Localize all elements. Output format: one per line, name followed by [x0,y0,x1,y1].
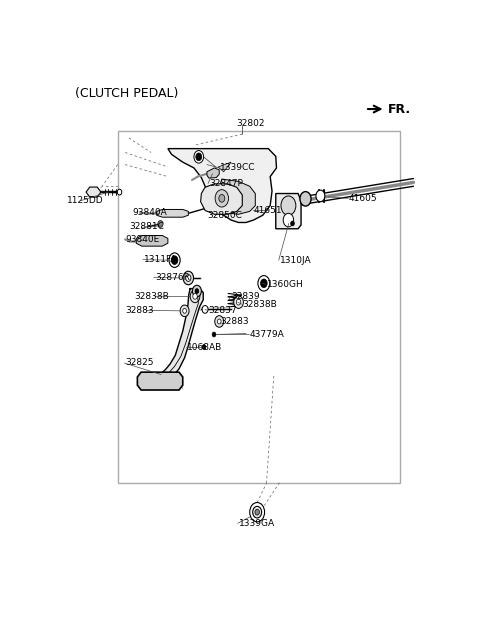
Text: 1125DD: 1125DD [67,196,104,205]
Text: 93840A: 93840A [132,208,168,218]
Circle shape [190,290,200,303]
Circle shape [194,150,204,163]
Circle shape [171,256,178,265]
Circle shape [212,332,216,337]
Text: 32838B: 32838B [134,292,169,302]
Text: 41651: 41651 [253,206,282,215]
Text: 1068AB: 1068AB [186,342,222,352]
Circle shape [196,153,202,161]
Circle shape [186,275,191,282]
Text: 43779A: 43779A [250,330,285,339]
Text: 32883: 32883 [125,306,154,315]
Circle shape [169,253,180,267]
Text: 32839: 32839 [231,292,260,302]
Polygon shape [207,168,219,178]
Circle shape [258,276,270,291]
Circle shape [202,345,206,349]
Circle shape [183,271,193,285]
Circle shape [236,299,241,305]
Polygon shape [136,236,168,246]
Polygon shape [156,209,188,217]
Circle shape [158,221,163,228]
Circle shape [252,507,262,518]
Text: 32876R: 32876R [155,273,190,282]
Polygon shape [216,179,255,214]
Circle shape [261,279,267,288]
Circle shape [180,305,189,317]
Polygon shape [161,288,203,381]
Polygon shape [168,149,276,223]
Circle shape [215,189,228,207]
Text: 32881C: 32881C [129,222,164,231]
Polygon shape [276,194,301,229]
Text: 1339CC: 1339CC [220,164,255,172]
Text: 1360GH: 1360GH [266,280,303,289]
Circle shape [202,305,208,314]
Circle shape [215,315,224,327]
Circle shape [234,296,243,308]
Polygon shape [218,162,231,172]
Circle shape [117,189,122,195]
Text: (CLUTCH PEDAL): (CLUTCH PEDAL) [75,87,178,100]
Text: 32847P: 32847P [209,179,243,188]
Text: 32883: 32883 [220,317,249,326]
Polygon shape [137,372,183,390]
Circle shape [217,319,221,324]
Circle shape [219,194,225,203]
Circle shape [255,509,259,515]
Text: 32802: 32802 [237,119,265,128]
Text: 32838B: 32838B [242,300,277,308]
Text: 93840E: 93840E [125,235,159,245]
Circle shape [183,308,186,314]
Circle shape [290,221,294,226]
Text: 1311FA: 1311FA [144,255,177,264]
Text: 1310JA: 1310JA [279,256,311,265]
Text: 1339GA: 1339GA [239,519,275,528]
Circle shape [283,213,294,227]
Circle shape [281,196,296,215]
Polygon shape [86,187,101,197]
Text: 32825: 32825 [125,359,154,367]
Text: 32837: 32837 [208,306,237,315]
Circle shape [300,192,311,206]
Circle shape [195,288,199,293]
Text: 41605: 41605 [348,194,377,203]
Text: FR.: FR. [388,103,411,115]
Bar [118,131,400,483]
Circle shape [192,285,202,297]
Text: 32850C: 32850C [207,211,242,219]
Circle shape [193,293,197,299]
Circle shape [316,190,325,202]
Circle shape [250,502,264,522]
Polygon shape [201,184,242,214]
